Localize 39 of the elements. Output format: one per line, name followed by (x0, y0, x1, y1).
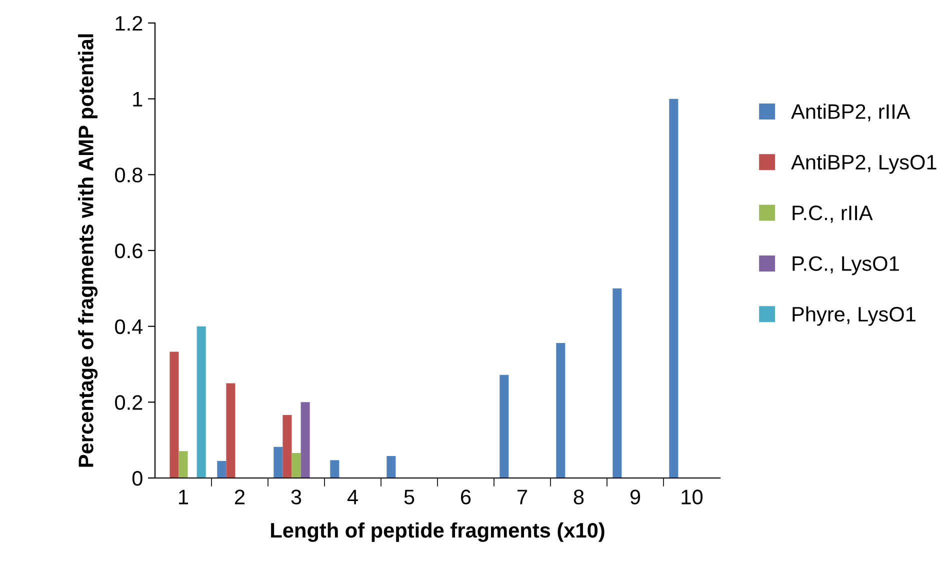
y-tick-label: 0.2 (115, 395, 142, 410)
legend-label: AntiBP2, rIIA (791, 104, 910, 122)
legend-label: Phyre, LysO1 (792, 306, 916, 326)
y-tick-label: 1.2 (116, 16, 142, 31)
bar (292, 452, 301, 478)
y-tick-label: 0.6 (115, 244, 142, 258)
bar (330, 460, 340, 478)
legend-label: P.C., LysO1 (792, 256, 899, 276)
bar (282, 415, 292, 478)
bar (178, 451, 188, 478)
bar (500, 374, 509, 478)
bar (300, 402, 310, 478)
bar (217, 460, 226, 478)
bar (226, 383, 236, 478)
bar (669, 98, 678, 478)
x-tick-label: 2 (235, 490, 244, 504)
bar (612, 288, 622, 478)
x-tick-label: 7 (518, 490, 527, 504)
bar (274, 446, 283, 478)
bar (386, 456, 396, 478)
y-tick-label: 0.4 (115, 319, 143, 334)
y-axis-title: Percentage of fragments with AMP potential (78, 34, 98, 467)
legend-label: AntiBP2, LysO1 (791, 154, 936, 174)
x-tick-label: 1 (179, 490, 188, 504)
y-tick-label: 0 (132, 471, 142, 486)
bar (556, 343, 566, 478)
bar (170, 352, 179, 478)
x-tick-label: 3 (291, 490, 302, 504)
x-tick-label: 9 (630, 490, 640, 504)
x-tick-label: 5 (404, 490, 414, 504)
legend-label: P.C., rIIA (792, 206, 873, 223)
x-tick-label: 8 (574, 490, 584, 504)
y-tick-label: 1 (133, 92, 142, 106)
x-tick-label: 4 (347, 490, 358, 504)
x-tick-label: 10 (682, 490, 703, 504)
bar (196, 326, 206, 478)
y-tick-label: 0.8 (115, 168, 142, 182)
x-axis-title: Length of peptide fragments (x10) (271, 522, 604, 542)
x-tick-label: 6 (461, 490, 471, 504)
